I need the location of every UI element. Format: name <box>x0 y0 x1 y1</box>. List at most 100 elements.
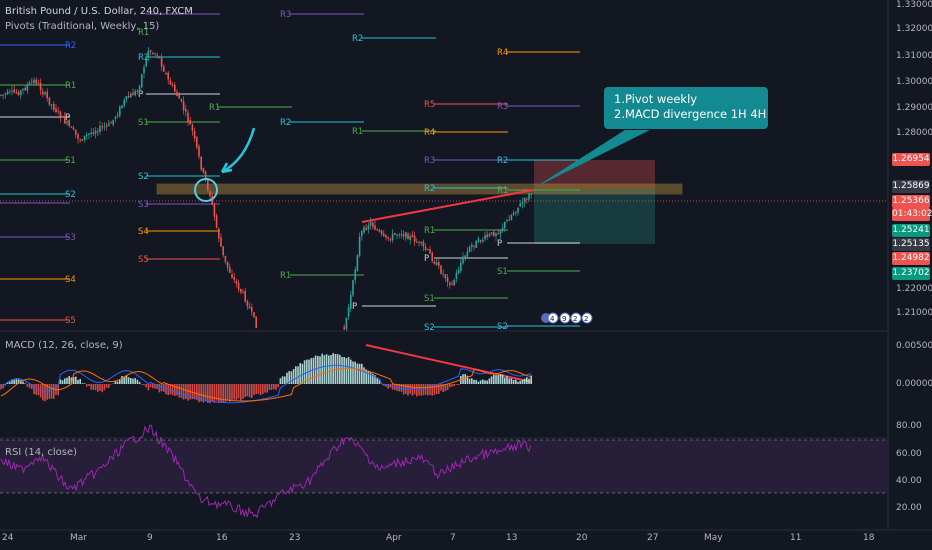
candle-body <box>220 237 222 247</box>
highlight-circle <box>194 178 218 202</box>
pivots-indicator-label[interactable]: Pivots (Traditional, Weekly, 15) <box>5 21 160 32</box>
candle-body <box>110 122 112 124</box>
price-tag: 1.24982 <box>892 252 930 265</box>
macd-histogram-bar <box>501 374 504 384</box>
macd-histogram-bar <box>33 384 35 395</box>
macd-histogram-bar <box>244 384 246 398</box>
event-badge[interactable]: 2 <box>584 315 588 323</box>
candle-body <box>420 242 422 244</box>
macd-histogram-bar <box>376 377 378 384</box>
candle-body <box>114 116 117 119</box>
macd-histogram-bar <box>66 377 68 384</box>
macd-histogram-bar <box>180 384 183 399</box>
candle-body <box>66 121 68 124</box>
candle-body <box>132 92 134 96</box>
macd-histogram-bar <box>171 384 174 396</box>
macd-histogram-bar <box>149 384 152 388</box>
macd-histogram-bar <box>504 377 506 384</box>
candle-body <box>145 56 147 67</box>
candle-body <box>517 207 519 213</box>
candle-body <box>130 93 132 98</box>
candle-body <box>22 88 24 90</box>
pivot-label: R4 <box>497 48 508 58</box>
macd-histogram-bar <box>356 363 359 384</box>
candle-body <box>165 72 167 75</box>
note-pointer <box>534 130 650 188</box>
candle-body <box>455 272 458 279</box>
candle-body <box>24 87 26 91</box>
candle-body <box>103 126 106 128</box>
price-trendline <box>361 189 534 223</box>
candle-body <box>488 234 491 237</box>
candle-body <box>444 274 447 278</box>
pivot-label: S1 <box>65 156 76 166</box>
candle-body <box>372 222 374 227</box>
candle-body <box>176 91 178 96</box>
macd-histogram-bar <box>147 384 150 391</box>
macd-histogram-bar <box>211 384 213 402</box>
macd-histogram-bar <box>323 355 326 384</box>
pivot-label: S3 <box>65 233 76 243</box>
macd-histogram-bar <box>416 384 418 397</box>
macd-histogram-bar <box>312 357 315 384</box>
stop-loss-zone <box>534 160 655 188</box>
macd-histogram-bar <box>479 380 482 384</box>
candle-body <box>367 225 370 230</box>
rsi-indicator-label[interactable]: RSI (14, close) <box>5 447 78 458</box>
candle-body <box>26 85 29 91</box>
macd-histogram-bar <box>402 384 405 395</box>
candle-body <box>204 171 207 181</box>
event-badge[interactable]: 2 <box>573 315 577 323</box>
pivot-label: S4 <box>65 275 76 285</box>
macd-histogram-bar <box>9 381 11 384</box>
candle-body <box>358 236 361 256</box>
macd-histogram-bar <box>209 384 211 404</box>
candlestick-series <box>0 46 532 332</box>
candle-body <box>31 81 33 83</box>
macd-histogram-bar <box>6 382 9 384</box>
pivot-label: R1 <box>138 28 149 38</box>
candle-body <box>451 283 453 285</box>
macd-indicator-label[interactable]: MACD (12, 26, close, 9) <box>5 340 123 351</box>
candle-body <box>407 233 409 240</box>
macd-histogram-bar <box>119 379 121 384</box>
candle-body <box>400 234 403 236</box>
candle-body <box>123 99 125 106</box>
macd-histogram-bar <box>229 384 231 402</box>
candle-body <box>497 233 499 235</box>
macd-histogram-bar <box>427 384 429 396</box>
macd-histogram-bar <box>121 376 123 384</box>
annotation-note: 1.Pivot weekly 2.MACD divergence 1H 4H <box>604 87 768 129</box>
macd-histogram-bar <box>451 384 453 387</box>
macd-histogram-bar <box>343 357 345 384</box>
macd-histogram-bar <box>105 384 108 388</box>
price-tag: 01:43:02 <box>892 208 932 221</box>
macd-histogram-bar <box>275 384 277 390</box>
pivot-label: R2 <box>352 34 363 44</box>
macd-histogram-bar <box>145 384 147 388</box>
candle-body <box>396 234 398 236</box>
macd-histogram-bar <box>301 363 304 384</box>
macd-histogram-bar <box>354 361 356 384</box>
candle-body <box>471 244 473 248</box>
event-badge[interactable]: 4 <box>550 315 555 323</box>
candle-body <box>361 231 363 237</box>
candle-body <box>499 230 502 235</box>
time-tick: 20 <box>576 533 588 543</box>
candle-body <box>515 211 517 214</box>
candle-body <box>422 241 425 247</box>
candle-body <box>99 125 101 132</box>
pivot-label: R1 <box>280 271 291 281</box>
candle-body <box>473 245 475 247</box>
macd-histogram-bar <box>264 384 266 393</box>
event-badge[interactable]: 9 <box>562 315 566 323</box>
macd-histogram-bar <box>77 379 79 384</box>
candle-body <box>226 261 229 268</box>
candle-body <box>209 191 211 197</box>
macd-histogram-bar <box>35 384 37 395</box>
resistance-zone <box>156 183 683 195</box>
macd-histogram-bar <box>325 354 328 384</box>
candle-body <box>127 95 130 98</box>
macd-histogram-bar <box>213 384 216 403</box>
